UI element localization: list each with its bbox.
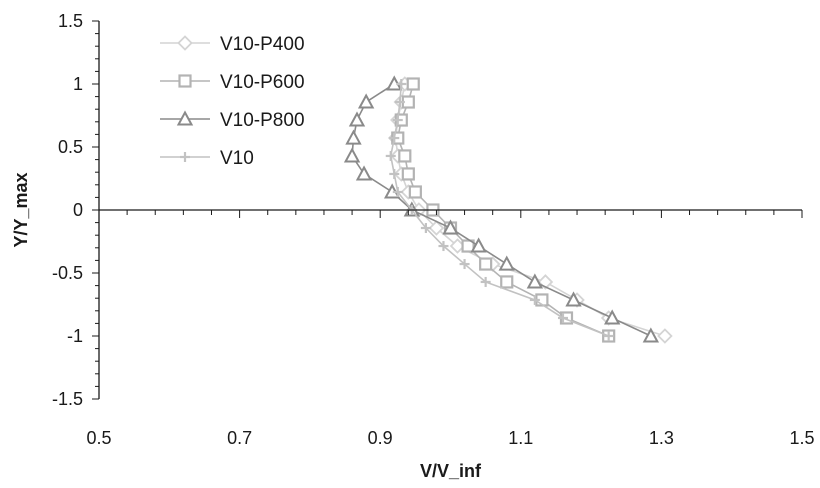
data-point <box>565 291 582 307</box>
data-point <box>442 219 459 235</box>
data-point <box>642 327 660 343</box>
legend-marker <box>180 152 190 162</box>
data-point <box>470 237 487 253</box>
y-tick-label: -0.5 <box>52 263 83 283</box>
y-tick-label: 1 <box>73 74 83 94</box>
x-tick-label: 1.5 <box>789 428 814 448</box>
data-point <box>498 255 515 271</box>
legend: V10-P400 V10-P600 V10-P800 V10 <box>160 34 305 169</box>
x-tick-label: 0.9 <box>368 428 393 448</box>
legend-marker <box>177 35 193 51</box>
data-point <box>389 168 400 179</box>
y-tick-label: -1 <box>67 326 83 346</box>
data-point <box>461 239 475 253</box>
data-point <box>348 111 366 127</box>
data-point <box>385 150 396 161</box>
series-layer <box>343 75 673 344</box>
legend-label: V10-P400 <box>220 34 305 55</box>
data-point <box>389 133 400 144</box>
data-point <box>459 259 470 270</box>
data-point <box>529 294 540 305</box>
axes-layer: 1.510.50-0.5-1-1.50.5 0.7 0.9 1.1 1.3 1.5V/V_… <box>11 11 815 481</box>
y-tick-label: 0.5 <box>58 137 83 157</box>
x-tick-label: 1.3 <box>649 428 674 448</box>
y-tick-label: 0 <box>73 200 83 220</box>
legend-item: V10-P600 <box>160 72 305 93</box>
y-axis-title: Y/Y_max <box>11 172 31 247</box>
data-point <box>343 147 361 163</box>
data-point <box>345 129 362 145</box>
data-point <box>604 309 621 325</box>
legend-item: V10-P400 <box>160 34 305 55</box>
series-v10-p800 <box>343 75 660 343</box>
data-point <box>438 241 449 252</box>
data-point <box>603 331 614 341</box>
data-point <box>401 167 415 181</box>
data-point <box>392 186 403 197</box>
data-point <box>357 93 375 109</box>
legend-item: V10 <box>160 148 254 169</box>
data-point <box>657 328 673 344</box>
legend-marker <box>176 110 194 126</box>
y-tick-label: 1.5 <box>58 11 83 31</box>
legend-label: V10-P600 <box>220 72 305 93</box>
data-point <box>392 115 403 126</box>
legend-label: V10-P800 <box>220 110 305 131</box>
y-tick-label: -1.5 <box>52 389 83 409</box>
legend-label: V10 <box>220 148 254 169</box>
data-point <box>526 273 544 289</box>
data-point <box>428 220 445 236</box>
data-point <box>479 257 493 271</box>
data-point <box>480 276 491 287</box>
data-point <box>406 77 420 91</box>
data-point <box>396 79 407 89</box>
x-tick-label: 0.7 <box>227 428 252 448</box>
data-point <box>398 149 412 163</box>
data-point <box>420 223 431 234</box>
x-axis-title: V/V_inf <box>420 461 482 481</box>
x-tick-label: 1.1 <box>508 428 533 448</box>
data-point <box>408 185 422 199</box>
legend-marker <box>178 74 192 88</box>
data-point <box>557 312 568 323</box>
data-point <box>394 97 405 108</box>
data-point <box>355 165 373 181</box>
x-tick-label: 0.5 <box>86 428 111 448</box>
data-point <box>500 275 514 289</box>
legend-item: V10-P800 <box>160 110 305 131</box>
plot-area <box>343 75 673 344</box>
